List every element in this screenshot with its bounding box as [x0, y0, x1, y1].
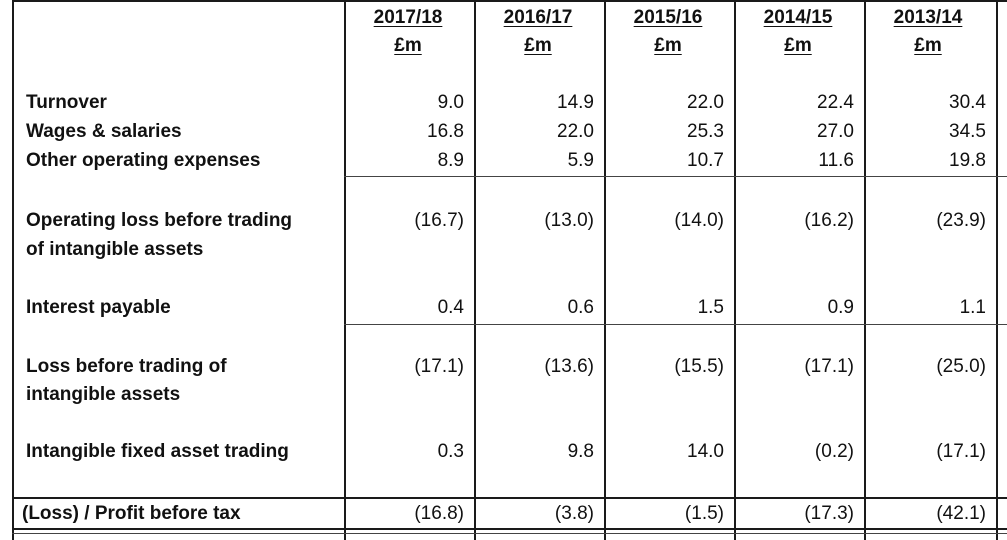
- column-rule: [996, 0, 998, 540]
- row-label: Turnover: [26, 92, 107, 113]
- table-cell: (17.1): [414, 356, 464, 377]
- table-cell: (13.0): [544, 210, 594, 231]
- column-year: 2017/18: [373, 7, 443, 28]
- row-label-continued: of intangible assets: [26, 239, 204, 260]
- table-cell: (13.6): [544, 356, 594, 377]
- column-rule: [604, 0, 606, 540]
- column-year: 2013/14: [893, 7, 963, 28]
- column-header: 2017/18 £m: [344, 4, 472, 60]
- table-cell: 0.3: [437, 441, 464, 462]
- column-unit: £m: [524, 35, 552, 56]
- table-cell: 0.9: [827, 297, 854, 318]
- column-year: 2016/17: [503, 7, 573, 28]
- row-label: Wages & salaries: [26, 121, 182, 142]
- column-header: 2014/15 £m: [734, 4, 862, 60]
- table-cell: (25.0): [936, 356, 986, 377]
- table-cell: 27.0: [817, 121, 854, 142]
- table-cell: 10.7: [687, 150, 724, 171]
- column-rule: [474, 0, 476, 540]
- table-cell: (16.8): [414, 503, 464, 524]
- table-cell: 0.6: [567, 297, 594, 318]
- row-rule: [344, 176, 1007, 177]
- row-label: Other operating expenses: [26, 150, 261, 171]
- row-label: (Loss) / Profit before tax: [22, 503, 241, 524]
- table-cell: (42.1): [936, 503, 986, 524]
- table-cell: 25.3: [687, 121, 724, 142]
- column-rule: [344, 0, 346, 540]
- table-cell: (0.2): [814, 441, 854, 462]
- table-cell: 1.1: [959, 297, 986, 318]
- table-cell: (16.2): [804, 210, 854, 231]
- row-rule: [12, 528, 1007, 530]
- row-rule: [12, 533, 1007, 534]
- column-rule: [864, 0, 866, 540]
- table-cell: 22.0: [687, 92, 724, 113]
- table-cell: (15.5): [674, 356, 724, 377]
- table-cell: 30.4: [949, 92, 986, 113]
- row-rule: [12, 0, 1007, 2]
- row-rule: [344, 324, 1007, 325]
- table-cell: 8.9: [437, 150, 464, 171]
- table-cell: 34.5: [949, 121, 986, 142]
- row-label: Intangible fixed asset trading: [26, 441, 289, 462]
- row-label: Loss before trading of: [26, 356, 227, 377]
- row-label: Operating loss before trading: [26, 210, 293, 231]
- table-cell: 0.4: [437, 297, 464, 318]
- row-rule: [12, 497, 1007, 499]
- row-label-continued: intangible assets: [26, 384, 181, 405]
- table-cell: 22.4: [817, 92, 854, 113]
- column-rule: [12, 0, 14, 540]
- column-header: 2015/16 £m: [604, 4, 732, 60]
- table-cell: (1.5): [684, 503, 724, 524]
- column-unit: £m: [784, 35, 812, 56]
- column-unit: £m: [914, 35, 942, 56]
- table-cell: 16.8: [427, 121, 464, 142]
- table-cell: 1.5: [697, 297, 724, 318]
- table-cell: 5.9: [567, 150, 594, 171]
- row-label: Interest payable: [26, 297, 171, 318]
- column-rule: [734, 0, 736, 540]
- table-cell: 9.8: [567, 441, 594, 462]
- table-cell: (17.3): [804, 503, 854, 524]
- table-cell: 22.0: [557, 121, 594, 142]
- table-cell: 14.9: [557, 92, 594, 113]
- table-cell: (17.1): [936, 441, 986, 462]
- table-cell: 14.0: [687, 441, 724, 462]
- column-header: 2013/14 £m: [864, 4, 992, 60]
- column-unit: £m: [654, 35, 682, 56]
- column-header: 2016/17 £m: [474, 4, 602, 60]
- table-cell: (16.7): [414, 210, 464, 231]
- table-cell: 9.0: [437, 92, 464, 113]
- table-cell: (14.0): [674, 210, 724, 231]
- table-cell: 19.8: [949, 150, 986, 171]
- column-unit: £m: [394, 35, 422, 56]
- column-year: 2014/15: [763, 7, 833, 28]
- table-cell: (17.1): [804, 356, 854, 377]
- table-cell: (23.9): [936, 210, 986, 231]
- table-cell: 11.6: [818, 150, 854, 171]
- column-year: 2015/16: [633, 7, 703, 28]
- table-cell: (3.8): [554, 503, 594, 524]
